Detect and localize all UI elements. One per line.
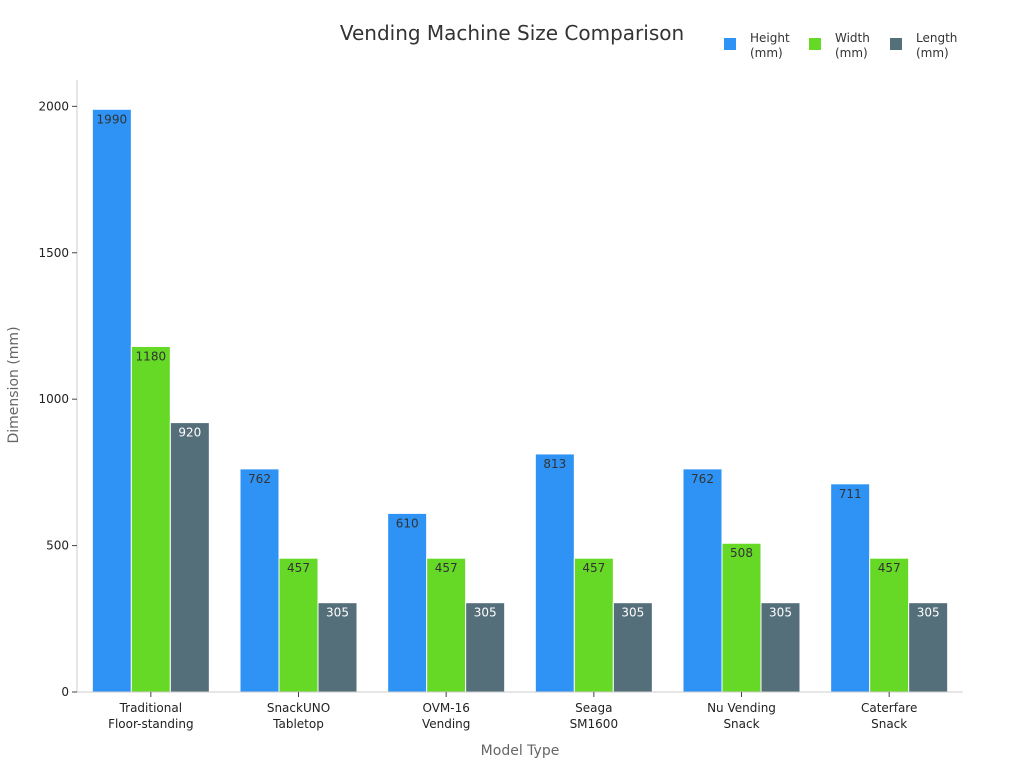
data-label: 813 xyxy=(543,457,566,471)
data-label: 457 xyxy=(435,561,458,575)
y-tick-label: 1000 xyxy=(38,392,69,406)
bar xyxy=(682,468,723,693)
data-label: 508 xyxy=(730,546,753,560)
data-label: 711 xyxy=(839,487,862,501)
legend: Height (mm)Width (mm)Length (mm) xyxy=(724,31,957,60)
data-label: 457 xyxy=(582,561,605,575)
bar xyxy=(387,512,428,693)
bar xyxy=(465,602,506,693)
bar xyxy=(534,453,575,693)
legend-label-line: (mm) xyxy=(835,46,868,60)
bar xyxy=(721,542,762,693)
x-tick-label-line: Traditional xyxy=(119,701,182,715)
bars: 1990 1180 920 762 457 305 610 457 305 813 457 305 76… xyxy=(91,108,949,693)
legend-label-line: Width xyxy=(835,31,870,45)
data-label: 305 xyxy=(326,606,349,620)
y-tick-label: 500 xyxy=(46,539,69,553)
legend-swatch xyxy=(809,38,821,50)
data-label: 610 xyxy=(396,516,419,530)
x-tick-label-line: SM1600 xyxy=(570,717,619,731)
x-tick-label-line: Vending xyxy=(422,717,470,731)
x-tick-label-line: Floor-standing xyxy=(108,717,194,731)
x-tick-label-line: OVM-16 xyxy=(422,701,469,715)
x-tick-label: Caterfare Snack xyxy=(861,701,917,731)
x-tick-label-line: Caterfare xyxy=(861,701,917,715)
x-tick-label-line: Seaga xyxy=(575,701,612,715)
x-tick-label-line: SnackUNO xyxy=(267,701,330,715)
x-tick-label: OVM-16 Vending xyxy=(422,701,470,731)
bar xyxy=(830,483,871,693)
bar xyxy=(169,422,210,693)
legend-swatch xyxy=(724,38,736,50)
x-tick-label: SnackUNO Tabletop xyxy=(267,701,330,731)
bar xyxy=(278,557,319,693)
data-label: 762 xyxy=(248,472,271,486)
x-tick-label-line: Snack xyxy=(871,717,907,731)
legend-label: Height (mm) xyxy=(750,31,790,60)
legend-swatch xyxy=(890,38,902,50)
y-tick-label: 0 xyxy=(61,685,69,699)
data-label: 305 xyxy=(769,606,792,620)
x-tick-label: Nu Vending Snack xyxy=(707,701,776,731)
bar xyxy=(573,557,614,693)
legend-label: Length (mm) xyxy=(916,31,957,60)
bar xyxy=(239,468,280,693)
x-tick-label: Seaga SM1600 xyxy=(570,701,619,731)
x-axis: Traditional Floor-standing SnackUNO Tableto… xyxy=(77,691,963,731)
bar xyxy=(760,602,801,693)
chart-title: Vending Machine Size Comparison xyxy=(340,21,684,45)
data-label: 920 xyxy=(178,426,201,440)
bar xyxy=(130,345,171,693)
data-label: 305 xyxy=(621,606,644,620)
bar xyxy=(426,557,467,693)
data-label: 457 xyxy=(878,561,901,575)
x-tick-label-line: Snack xyxy=(723,717,759,731)
y-axis-title: Dimension (mm) xyxy=(6,326,22,443)
data-label: 1990 xyxy=(97,112,128,126)
bar xyxy=(908,602,949,693)
data-label: 305 xyxy=(917,606,940,620)
legend-label-line: Height xyxy=(750,31,790,45)
data-label: 457 xyxy=(287,561,310,575)
data-label: 762 xyxy=(691,472,714,486)
data-label: 305 xyxy=(474,606,497,620)
legend-label: Width (mm) xyxy=(835,31,870,60)
x-tick-label-line: Nu Vending xyxy=(707,701,776,715)
bar xyxy=(869,557,910,693)
x-axis-title: Model Type xyxy=(481,743,560,759)
y-tick-label: 1500 xyxy=(38,246,69,260)
data-label: 1180 xyxy=(136,349,167,363)
y-tick-label: 2000 xyxy=(38,99,69,113)
x-tick-label-line: Tabletop xyxy=(272,717,324,731)
y-axis: 0 500 1000 1500 2000 xyxy=(38,80,78,699)
legend-label-line: (mm) xyxy=(916,46,949,60)
x-tick-label: Traditional Floor-standing xyxy=(108,701,194,731)
legend-label-line: Length xyxy=(916,31,957,45)
legend-label-line: (mm) xyxy=(750,46,783,60)
bar xyxy=(612,602,653,693)
bar xyxy=(91,108,132,693)
